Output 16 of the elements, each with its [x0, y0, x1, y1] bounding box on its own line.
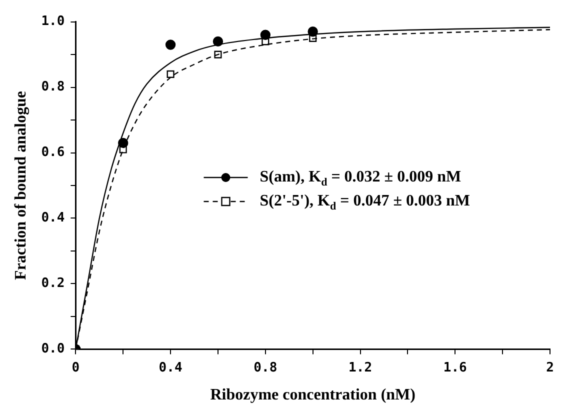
x-tick-label: 1.2	[348, 360, 372, 376]
x-tick-label: 0	[72, 360, 80, 376]
y-tick-label: 0.0	[41, 342, 65, 357]
x-axis-title: Ribozyme concentration (nM)	[210, 386, 416, 404]
x-tick-label: 1.6	[443, 360, 468, 376]
y-tick-label: 0.8	[41, 80, 65, 95]
y-tick-label: 0.6	[41, 145, 65, 160]
point	[165, 40, 176, 50]
x-tick-label: 0.8	[254, 360, 278, 376]
x-tick-label: 0.4	[158, 360, 182, 376]
point	[166, 70, 174, 78]
y-tick-label: 0.2	[41, 276, 65, 292]
y-axis-title: Fraction of bound analogue	[12, 91, 30, 280]
y-tick-label: 0.4	[41, 210, 65, 226]
x-tick-label: 2	[546, 360, 554, 376]
y-tick-label: 1.0	[41, 14, 65, 30]
